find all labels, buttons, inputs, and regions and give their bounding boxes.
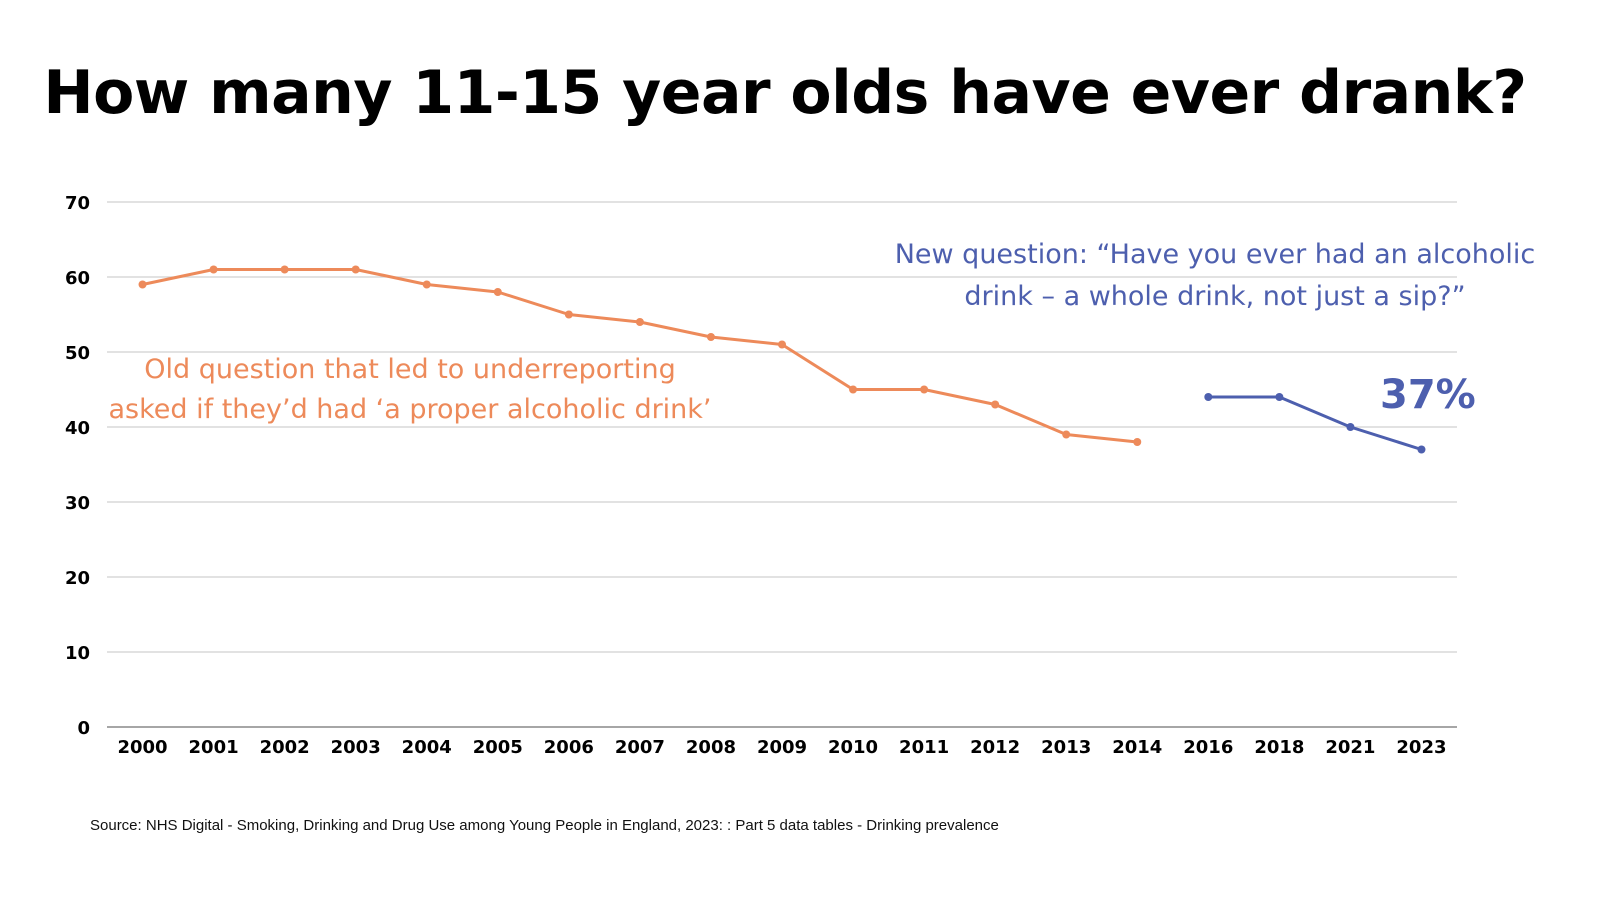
latest-value-label: 37% <box>1380 372 1476 418</box>
x-tick-label: 2000 <box>117 737 167 758</box>
x-tick-label: 2001 <box>189 737 239 758</box>
y-tick-label: 30 <box>65 493 90 514</box>
x-tick-label: 2014 <box>1112 737 1162 758</box>
x-tick-label: 2002 <box>260 737 310 758</box>
series-new-question <box>1204 393 1426 454</box>
x-tick-label: 2004 <box>402 737 452 758</box>
y-tick-label: 0 <box>77 718 90 739</box>
chart-title: How many 11-15 year olds have ever drank… <box>43 58 1527 128</box>
x-tick-label: 2018 <box>1254 737 1304 758</box>
y-tick-label: 40 <box>65 418 90 439</box>
new-question-annotation: New question: “Have you ever had an alco… <box>880 234 1550 318</box>
data-point <box>920 385 929 394</box>
data-point <box>209 265 218 274</box>
y-tick-label: 10 <box>65 643 90 664</box>
data-point <box>1346 423 1355 431</box>
x-tick-label: 2008 <box>686 737 736 758</box>
data-point <box>706 333 715 341</box>
series-old-question <box>138 265 1142 446</box>
y-tick-label: 20 <box>65 568 90 589</box>
annotation-line: Old question that led to underreporting <box>144 354 676 385</box>
x-tick-label: 2023 <box>1396 737 1446 758</box>
y-tick-label: 70 <box>65 193 90 214</box>
data-point <box>849 385 858 394</box>
data-point <box>351 265 360 274</box>
data-point <box>1275 393 1284 401</box>
data-point <box>564 310 573 319</box>
annotation-line: New question: “Have you ever had an alco… <box>894 239 1536 270</box>
data-point <box>1417 445 1426 454</box>
data-point <box>778 340 786 349</box>
x-tick-label: 2021 <box>1325 737 1375 758</box>
y-tick-label: 60 <box>65 268 90 289</box>
series-group <box>138 265 1426 454</box>
annotation-line: asked if they’d had ‘a proper alcoholic … <box>108 394 712 425</box>
x-tick-label: 2005 <box>473 737 523 758</box>
x-tick-label: 2013 <box>1041 737 1091 758</box>
x-tick-label: 2012 <box>970 737 1020 758</box>
data-point <box>1204 393 1213 401</box>
gridlines <box>107 201 1457 728</box>
annotation-line: drink – a whole drink, not just a sip?” <box>964 281 1466 312</box>
x-axis-ticks: 2000 2001 2002 2003 2004 2005 2006 2007 2008 2009… <box>117 737 1446 758</box>
x-tick-label: 2009 <box>757 737 807 758</box>
series-line <box>1208 395 1422 451</box>
x-tick-label: 2006 <box>544 737 594 758</box>
data-point <box>635 318 644 326</box>
data-point <box>1062 430 1071 439</box>
x-tick-label: 2007 <box>615 737 665 758</box>
old-question-annotation: Old question that led to underreporting … <box>100 350 720 430</box>
data-point <box>493 288 502 296</box>
data-point <box>1133 438 1142 446</box>
data-point <box>991 400 1000 409</box>
x-tick-label: 2011 <box>899 737 949 758</box>
x-tick-label: 2016 <box>1183 737 1233 758</box>
data-point <box>422 280 431 289</box>
y-tick-label: 50 <box>65 343 90 364</box>
y-axis-ticks: 0 10 20 30 40 50 60 70 <box>65 193 90 739</box>
x-tick-label: 2010 <box>828 737 878 758</box>
x-tick-label: 2003 <box>331 737 381 758</box>
source-note: Source: NHS Digital - Smoking, Drinking … <box>90 817 999 834</box>
data-point <box>280 265 289 274</box>
data-point <box>138 280 147 289</box>
